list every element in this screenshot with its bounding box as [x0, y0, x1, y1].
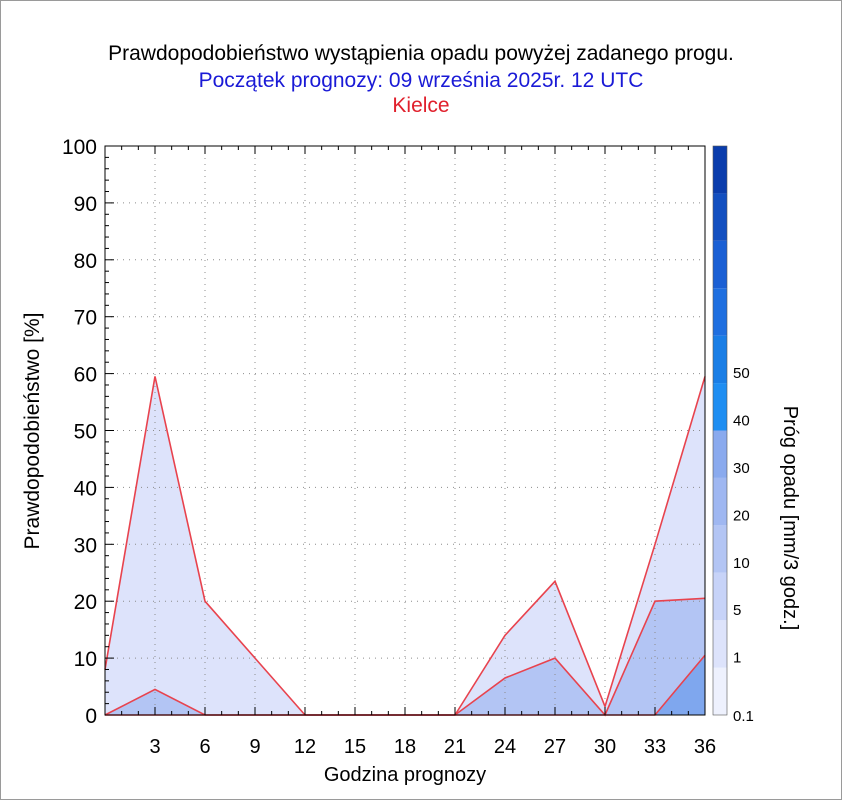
colorbar-tick-label: 30 — [733, 460, 750, 477]
colorbar-tick-label: 5 — [733, 602, 741, 619]
y-tick-label: 70 — [74, 307, 97, 330]
colorbar-tick-label: 40 — [733, 413, 750, 430]
colorbar-segment — [713, 525, 727, 573]
y-tick-label: 90 — [74, 193, 97, 216]
x-tick-label: 6 — [199, 736, 210, 758]
y-tick-label: 40 — [74, 477, 97, 500]
colorbar-segment — [713, 477, 727, 526]
chart-title: Prawdopodobieństwo wystąpienia opadu pow… — [108, 42, 734, 65]
forecast-start-subtitle: Początek prognozy: 09 września 2025r. 12… — [198, 69, 644, 92]
x-tick-label: 15 — [344, 736, 366, 758]
colorbar-segment — [713, 572, 727, 621]
colorbar-segment — [713, 335, 727, 384]
colorbar-segment — [713, 430, 727, 478]
location-label: Kielce — [392, 94, 450, 117]
y-tick-label: 10 — [74, 648, 97, 671]
x-tick-label: 21 — [444, 736, 466, 758]
colorbar-segment — [713, 667, 727, 715]
colorbar-tick-label: 0.1 — [733, 708, 754, 725]
colorbar-segment — [713, 288, 727, 336]
y-tick-label: 50 — [74, 421, 97, 444]
colorbar-tick-label: 10 — [733, 555, 750, 572]
x-tick-label: 30 — [594, 736, 616, 758]
y-tick-label: 0 — [85, 705, 97, 728]
series-area-1 — [105, 598, 705, 715]
colorbar-segment — [713, 193, 727, 241]
colorbar-tick-label: 50 — [733, 365, 750, 382]
series-area-0 — [105, 376, 705, 715]
x-tick-label: 9 — [249, 736, 260, 758]
colorbar-tick-label: 1 — [733, 650, 741, 667]
colorbar-segment — [713, 240, 727, 289]
colorbar-segment — [713, 620, 727, 668]
x-tick-label: 24 — [494, 736, 516, 758]
y-tick-label: 60 — [74, 364, 97, 387]
y-axis-label: Prawdopodobieństwo [%] — [21, 313, 44, 550]
y-tick-label: 20 — [74, 591, 97, 614]
y-tick-label: 100 — [62, 136, 97, 159]
x-tick-label: 33 — [644, 736, 666, 758]
colorbar-label: Próg opadu [mm/3 godz.] — [779, 406, 801, 631]
y-tick-label: 30 — [74, 534, 97, 557]
colorbar-border — [712, 145, 728, 716]
y-tick-label: 80 — [74, 250, 97, 273]
colorbar-tick-label: 20 — [733, 507, 750, 524]
colorbar-segment — [713, 383, 727, 431]
x-tick-label: 36 — [694, 736, 716, 758]
x-axis-label: Godzina prognozy — [324, 764, 486, 786]
x-tick-label: 27 — [544, 736, 566, 758]
x-tick-label: 3 — [149, 736, 160, 758]
colorbar-segment — [713, 146, 727, 194]
x-tick-label: 12 — [294, 736, 316, 758]
x-tick-label: 18 — [394, 736, 416, 758]
